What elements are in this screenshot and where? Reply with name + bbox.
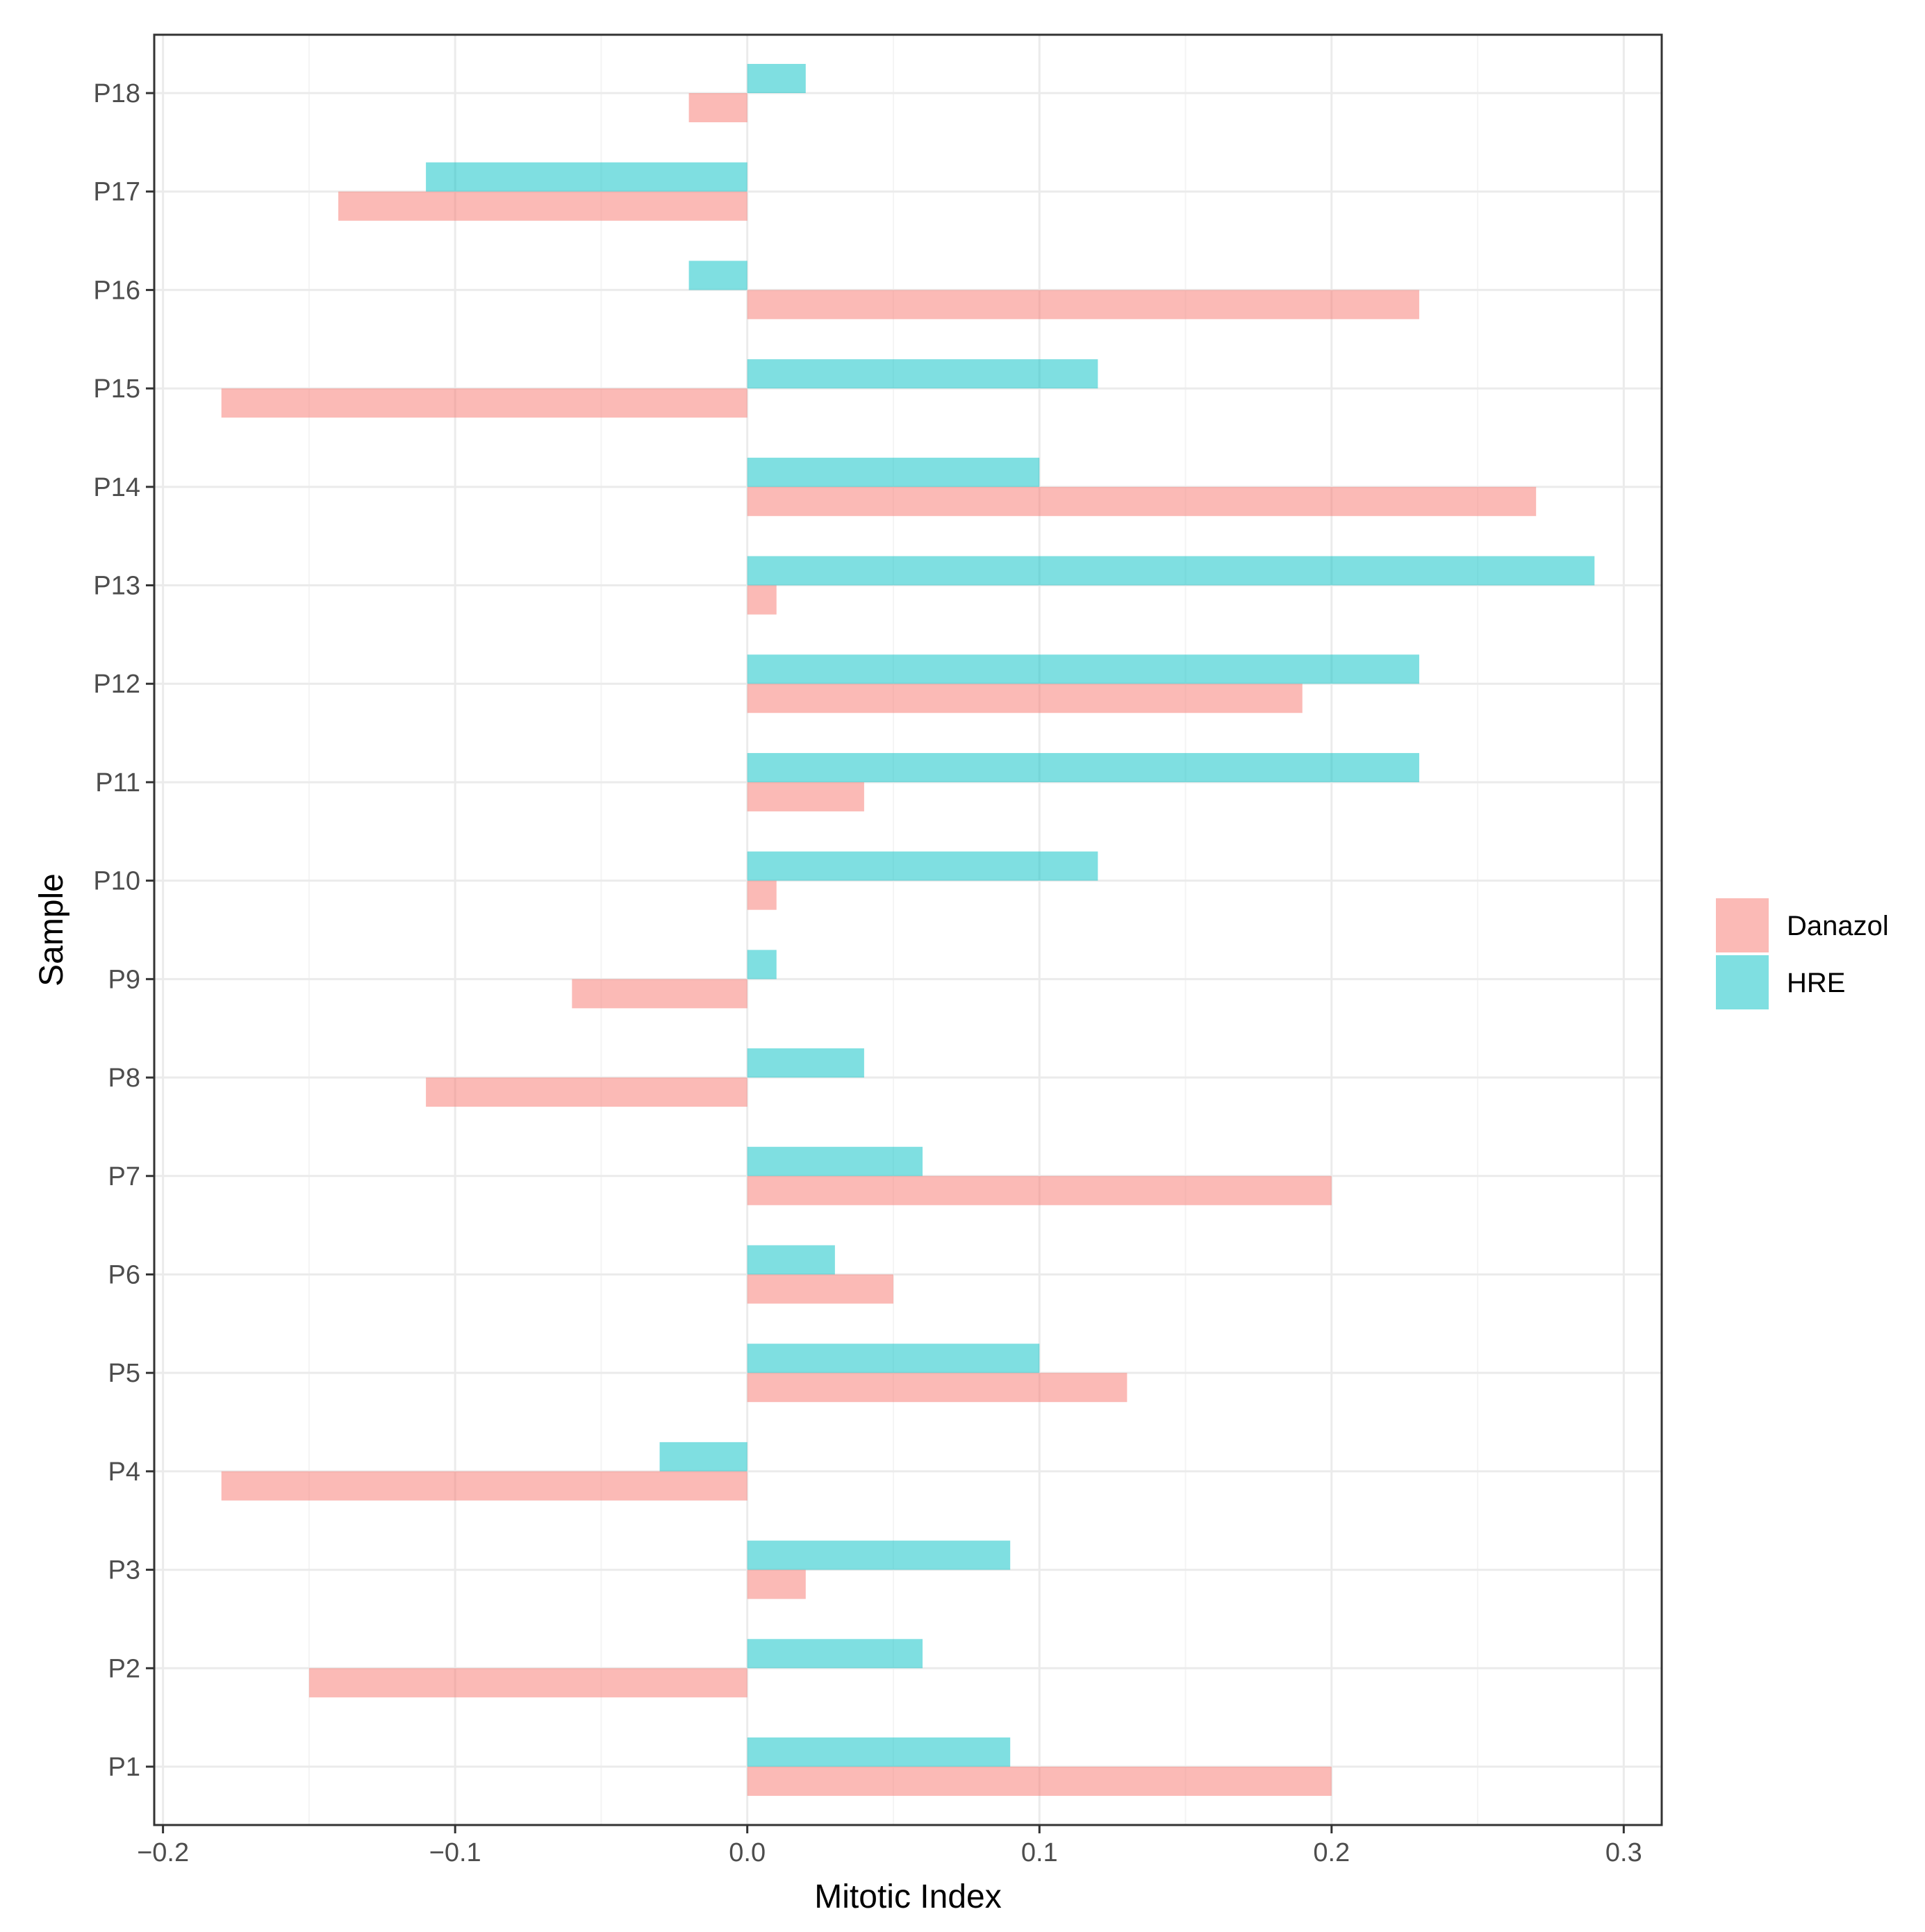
bar-danazol-p8: [426, 1078, 747, 1107]
y-tick-label: P1: [108, 1753, 140, 1782]
legend-key-hre: [1716, 955, 1769, 1009]
bar-danazol-p5: [747, 1373, 1127, 1403]
y-tick-label: P7: [108, 1162, 140, 1191]
y-tick-label: P17: [93, 178, 140, 207]
bar-danazol-p18: [688, 93, 747, 122]
bar-hre-p3: [747, 1540, 1011, 1570]
legend-label-hre: HRE: [1787, 968, 1845, 998]
bar-danazol-p1: [747, 1767, 1332, 1796]
bar-danazol-p15: [221, 388, 747, 418]
bar-danazol-p17: [338, 191, 747, 221]
y-tick-label: P3: [108, 1556, 140, 1585]
bar-danazol-p10: [747, 880, 777, 910]
x-tick-label: 0.0: [729, 1838, 766, 1867]
y-tick-label: P5: [108, 1359, 140, 1388]
y-tick-label: P6: [108, 1260, 140, 1289]
bar-hre-p14: [747, 457, 1040, 487]
legend-label-danazol: Danazol: [1787, 911, 1889, 941]
bar-hre-p8: [747, 1048, 864, 1078]
bar-hre-p12: [747, 654, 1419, 684]
bar-hre-p4: [659, 1442, 747, 1471]
y-tick-label: P13: [93, 572, 140, 601]
y-tick-label: P12: [93, 670, 140, 699]
bar-hre-p7: [747, 1146, 923, 1176]
bar-danazol-p4: [221, 1471, 747, 1501]
y-axis-title: Sample: [33, 873, 70, 986]
bar-danazol-p3: [747, 1569, 806, 1599]
bar-danazol-p2: [308, 1668, 747, 1698]
bar-danazol-p6: [747, 1274, 893, 1304]
axes: −0.2 −0.1 0.0 0.1 0.2 0.3 P1 P2 P3 P4 P5 P6 P7 P8 P9 P1…: [93, 79, 1642, 1867]
y-tick-label: P16: [93, 276, 140, 305]
y-tick-label: P15: [93, 374, 140, 404]
bar-hre-p1: [747, 1737, 1011, 1767]
y-tick-label: P10: [93, 867, 140, 896]
y-tick-label: P8: [108, 1064, 140, 1093]
x-tick-label: −0.1: [429, 1838, 481, 1867]
x-tick-label: 0.1: [1021, 1838, 1058, 1867]
bar-hre-p15: [747, 359, 1098, 389]
bar-danazol-p13: [747, 585, 777, 615]
bar-hre-p6: [747, 1245, 835, 1275]
bar-danazol-p16: [747, 290, 1419, 320]
legend-key-danazol: [1716, 898, 1769, 952]
bar-hre-p18: [747, 64, 806, 93]
bar-danazol-p12: [747, 684, 1303, 713]
bar-danazol-p7: [747, 1175, 1332, 1205]
bar-hre-p2: [747, 1639, 923, 1669]
y-tick-label: P18: [93, 79, 140, 108]
x-axis-title: Mitotic Index: [814, 1879, 1001, 1915]
bar-hre-p17: [426, 162, 747, 192]
bar-hre-p11: [747, 752, 1419, 782]
y-tick-label: P9: [108, 965, 140, 994]
x-tick-label: 0.3: [1605, 1838, 1642, 1867]
x-tick-label: −0.2: [137, 1838, 189, 1867]
bar-hre-p5: [747, 1344, 1040, 1373]
bar-danazol-p11: [747, 782, 864, 811]
y-tick-label: P11: [95, 768, 140, 798]
bar-danazol-p9: [572, 979, 747, 1009]
bar-danazol-p14: [747, 486, 1537, 516]
bar-hre-p9: [747, 950, 777, 980]
bars: [221, 64, 1595, 1796]
panel-border: [153, 33, 1663, 1826]
bar-hre-p16: [688, 261, 747, 290]
bar-hre-p10: [747, 851, 1098, 881]
x-tick-label: 0.2: [1313, 1838, 1350, 1867]
bar-hre-p13: [747, 556, 1595, 586]
y-tick-label: P4: [108, 1458, 140, 1487]
legend: Danazol HRE: [1716, 898, 1889, 1009]
y-tick-label: P2: [108, 1654, 140, 1683]
y-tick-label: P14: [93, 473, 140, 502]
